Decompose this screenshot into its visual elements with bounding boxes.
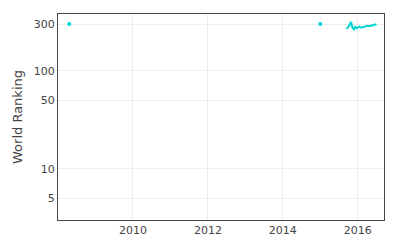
svg-text:2014: 2014 [269, 224, 297, 237]
svg-text:2016: 2016 [344, 224, 372, 237]
svg-text:5: 5 [48, 192, 55, 205]
svg-text:50: 50 [41, 94, 55, 107]
svg-text:2010: 2010 [119, 224, 147, 237]
svg-text:300: 300 [34, 18, 55, 31]
svg-text:2012: 2012 [194, 224, 222, 237]
svg-text:100: 100 [34, 65, 55, 78]
svg-text:World Ranking: World Ranking [10, 70, 25, 164]
svg-text:10: 10 [41, 163, 55, 176]
